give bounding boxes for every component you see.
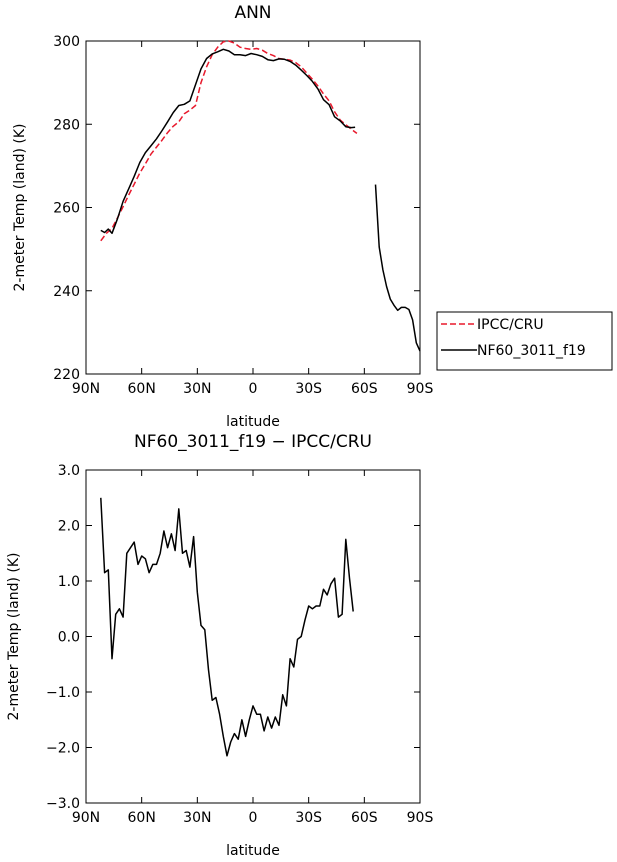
- panel2-series-0-line-0: [100, 497, 354, 757]
- panel2-x-tick-label-3: 0: [249, 810, 258, 826]
- panel2-x-tick-label-6: 90S: [407, 810, 434, 826]
- panel1-x-tick-label-4: 30S: [295, 381, 322, 397]
- panel1-series-1-line-0: [100, 48, 356, 235]
- panel1-chart-title: ANN: [234, 3, 271, 23]
- panel1-y-tick-label-4: 300: [53, 34, 80, 50]
- panel1-series-1-line-1: [374, 184, 421, 352]
- panel2-y-tick-label-3: 0.0: [58, 630, 80, 646]
- legend-label-0: IPCC/CRU: [477, 317, 544, 333]
- panel1-series-0-line-0: [100, 40, 358, 242]
- panel2-y-tick-label-4: −1.0: [46, 685, 80, 701]
- panel2-y-tick-label-6: −3.0: [46, 796, 80, 812]
- panel2-chart-title: NF60_3011_f19 − IPCC/CRU: [134, 432, 372, 452]
- panel1-y-tick-label-1: 240: [53, 284, 80, 300]
- panel1-x-axis-label: latitude: [226, 414, 280, 430]
- panel2-x-tick-label-4: 30S: [295, 810, 322, 826]
- legend-box: [436, 311, 613, 371]
- panel2-plot-frame: [85, 469, 421, 804]
- panel2-x-tick-label-1: 60N: [128, 810, 156, 826]
- panel1-x-tick-label-0: 90N: [72, 381, 100, 397]
- panel2-y-tick-label-5: −2.0: [46, 741, 80, 757]
- panel1-y-tick-label-0: 220: [53, 367, 80, 383]
- panel1-plot-frame: [85, 40, 421, 375]
- panel1-x-tick-label-5: 60S: [351, 381, 378, 397]
- panel2-x-tick-label-5: 60S: [351, 810, 378, 826]
- panel2-y-tick-label-1: 2.0: [58, 519, 80, 535]
- panel2-x-axis-label: latitude: [226, 843, 280, 859]
- panel2-y-tick-label-2: 1.0: [58, 574, 80, 590]
- panel1-x-tick-label-2: 30N: [183, 381, 211, 397]
- panel2-y-tick-label-0: 3.0: [58, 463, 80, 479]
- panel2-x-tick-label-0: 90N: [72, 810, 100, 826]
- panel1-x-tick-label-1: 60N: [128, 381, 156, 397]
- panel2-y-axis-label: 2-meter Temp (land) (K): [6, 553, 22, 721]
- panel1-x-tick-label-6: 90S: [407, 381, 434, 397]
- panel1-y-tick-label-3: 280: [53, 117, 80, 133]
- panel2-x-tick-label-2: 30N: [183, 810, 211, 826]
- panel1-y-tick-label-2: 260: [53, 201, 80, 217]
- panel1-y-axis-label: 2-meter Temp (land) (K): [12, 124, 28, 292]
- panel1-x-tick-label-3: 0: [249, 381, 258, 397]
- legend-label-1: NF60_3011_f19: [477, 343, 586, 359]
